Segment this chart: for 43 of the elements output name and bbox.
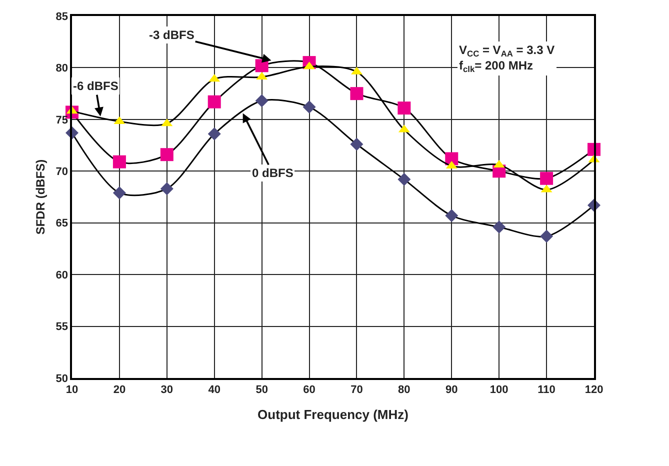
point bbox=[398, 102, 411, 115]
x-tick-label: 80 bbox=[398, 384, 410, 396]
point bbox=[540, 230, 554, 243]
point bbox=[112, 155, 126, 168]
point bbox=[398, 172, 411, 186]
point bbox=[112, 186, 126, 200]
x-tick-label: 50 bbox=[256, 384, 268, 396]
point bbox=[255, 94, 268, 108]
annotation: -6 dBFS bbox=[73, 79, 118, 93]
y-axis-title: SFDR (dBFS) bbox=[34, 159, 48, 235]
point bbox=[208, 127, 221, 140]
y-tick-label: 80 bbox=[56, 62, 68, 75]
point bbox=[160, 148, 174, 162]
x-tick-label: 10 bbox=[66, 384, 78, 396]
y-tick-label: 60 bbox=[56, 269, 68, 282]
annotation: -3 dBFS bbox=[149, 28, 194, 42]
x-tick-label: 20 bbox=[113, 384, 126, 396]
y-tick-label: 50 bbox=[56, 372, 68, 385]
x-tick-label: 30 bbox=[160, 384, 174, 396]
point bbox=[492, 220, 506, 234]
annotation: f$_{clk}$= 200 MHz bbox=[459, 58, 534, 74]
point bbox=[302, 100, 316, 114]
point bbox=[208, 95, 221, 108]
point bbox=[540, 172, 554, 185]
y-tick-label: 65 bbox=[56, 218, 68, 230]
x-tick-label: 90 bbox=[446, 384, 458, 396]
y-tick-label: 55 bbox=[56, 321, 68, 334]
point bbox=[350, 87, 364, 100]
annotation: V$_{CC}$ = V$_{AA}$ = 3.3 V bbox=[459, 43, 555, 59]
x-tick-label: 100 bbox=[490, 384, 508, 396]
x-tick-label: 60 bbox=[303, 384, 316, 396]
point bbox=[350, 138, 364, 151]
point bbox=[445, 209, 458, 222]
x-tick-label: 70 bbox=[350, 384, 363, 396]
point bbox=[160, 182, 174, 196]
y-tick-label: 75 bbox=[56, 114, 68, 126]
y-tick-label: 70 bbox=[56, 166, 68, 178]
x-tick-label: 110 bbox=[538, 384, 556, 396]
x-tick-label: 40 bbox=[208, 384, 220, 396]
y-tick-label: 85 bbox=[56, 10, 68, 23]
x-axis-title: Output Frequency (MHz) bbox=[258, 407, 408, 422]
x-tick-label: 120 bbox=[584, 384, 604, 396]
annotation: 0 dBFS bbox=[252, 166, 294, 180]
